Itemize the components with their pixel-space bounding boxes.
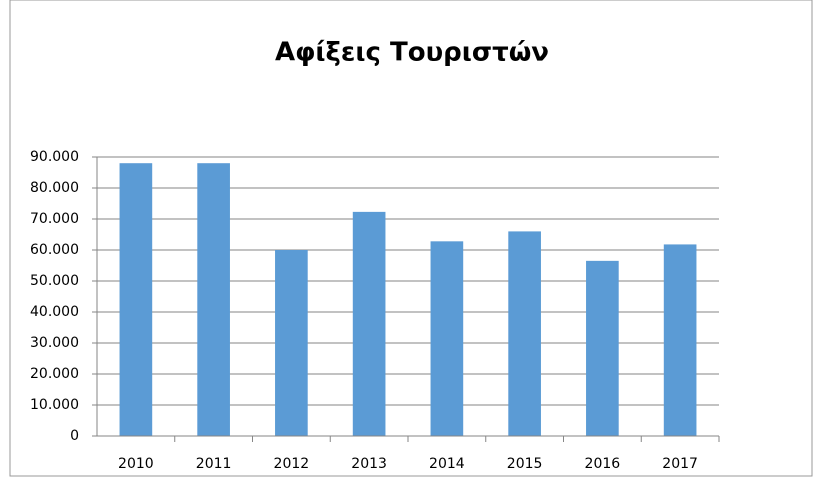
x-tick-label: 2014: [429, 456, 465, 472]
y-tick-label: 40.000: [30, 304, 79, 320]
y-tick-label: 30.000: [30, 335, 79, 351]
bar: [275, 250, 308, 436]
x-tick-label: 2010: [118, 456, 154, 472]
x-tick-label: 2012: [274, 456, 310, 472]
x-tick-label: 2011: [196, 456, 232, 472]
y-tick-label: 10.000: [30, 397, 79, 413]
bar: [197, 163, 230, 436]
y-tick-label: 20.000: [30, 366, 79, 382]
y-tick-label: 60.000: [30, 242, 79, 258]
bar: [352, 211, 386, 436]
bar: [119, 163, 153, 436]
bar: [663, 244, 697, 436]
chart-title: Αφίξεις Τουριστών: [275, 38, 549, 68]
x-tick-label: 2015: [507, 456, 543, 472]
y-tick-label: 90.000: [30, 149, 79, 165]
x-tick-label: 2013: [351, 456, 387, 472]
y-tick-label: 50.000: [30, 273, 79, 289]
y-tick-label: 70.000: [30, 211, 79, 227]
x-tick-label: 2016: [585, 456, 621, 472]
chart-border: [9, 0, 813, 477]
bar: [430, 241, 464, 436]
bar: [508, 231, 541, 436]
y-tick-label: 0: [70, 428, 79, 444]
bar: [586, 260, 619, 436]
y-tick-label: 80.000: [30, 180, 79, 196]
x-tick-label: 2017: [662, 456, 698, 472]
